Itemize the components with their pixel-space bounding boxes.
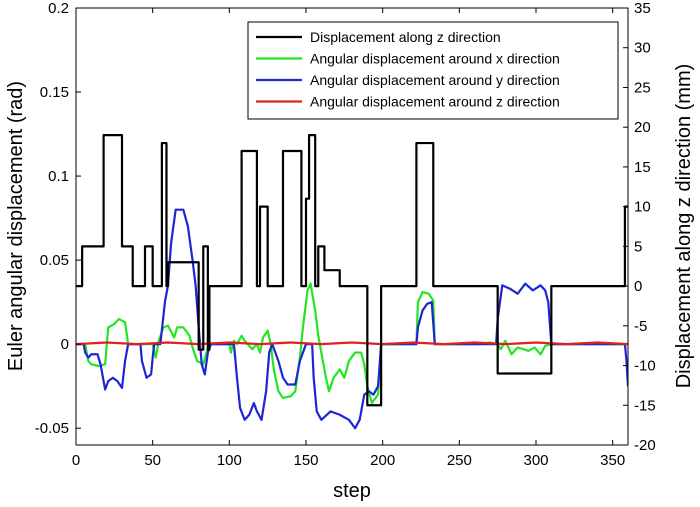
y-axis-right-label: Displacement along z direction (mm) <box>673 64 695 389</box>
y-left-tick-label: 0.1 <box>48 168 69 185</box>
y-axis-left-label: Euler angular displacement (rad) <box>5 81 27 371</box>
legend-entry-0: Displacement along z direction <box>310 29 501 45</box>
legend-box <box>247 21 619 120</box>
y-right-tick-label: 10 <box>634 199 651 216</box>
y-left-tick-label: 0 <box>61 336 69 353</box>
x-tick-label: 0 <box>72 452 80 469</box>
y-right-tick-label: 35 <box>634 0 651 17</box>
series-line-3 <box>76 341 628 346</box>
plot-area-frame <box>75 7 629 446</box>
y-left-tick-label: 0.05 <box>40 252 69 269</box>
y-right-tick-label: 15 <box>634 159 651 176</box>
x-tick-label: 250 <box>447 452 472 469</box>
x-axis-label: step <box>333 480 371 502</box>
y-left-tick-label: 0.15 <box>40 84 69 101</box>
y-right-tick-label: 30 <box>634 40 651 57</box>
series-line-0 <box>76 134 628 407</box>
legend-entry-2: Angular displacement around y direction <box>310 72 560 88</box>
legend-entry-3: Angular displacement around z direction <box>310 94 560 110</box>
x-tick-label: 300 <box>523 452 548 469</box>
x-axis: 0 50 100 150 200 250 300 350 <box>72 8 625 469</box>
y-left-tick-label: -0.05 <box>35 420 69 437</box>
y-left-tick-label: 0.2 <box>48 0 69 17</box>
y-axis-right: -20 -15 -10 -5 0 5 10 15 20 25 30 35 <box>623 0 656 454</box>
y-right-tick-label: -10 <box>634 358 656 375</box>
y-right-tick-label: 25 <box>634 79 651 96</box>
y-right-tick-label: -20 <box>634 437 656 454</box>
x-tick-label: 200 <box>370 452 395 469</box>
y-right-tick-label: -5 <box>634 318 647 335</box>
series-layer <box>76 134 628 430</box>
y-axis-left: -0.05 0 0.05 0.1 0.15 0.2 <box>35 0 81 437</box>
x-tick-label: 150 <box>293 452 318 469</box>
y-right-tick-label: 20 <box>634 119 651 136</box>
y-right-tick-label: 0 <box>634 278 642 295</box>
legend: Displacement along z direction Angular di… <box>247 21 619 120</box>
y-right-tick-label: 5 <box>634 238 642 255</box>
legend-entry-1: Angular displacement around x direction <box>310 51 560 67</box>
x-tick-label: 350 <box>600 452 625 469</box>
x-tick-label: 50 <box>144 452 161 469</box>
x-tick-label: 100 <box>217 452 242 469</box>
y-right-tick-label: -15 <box>634 397 656 414</box>
